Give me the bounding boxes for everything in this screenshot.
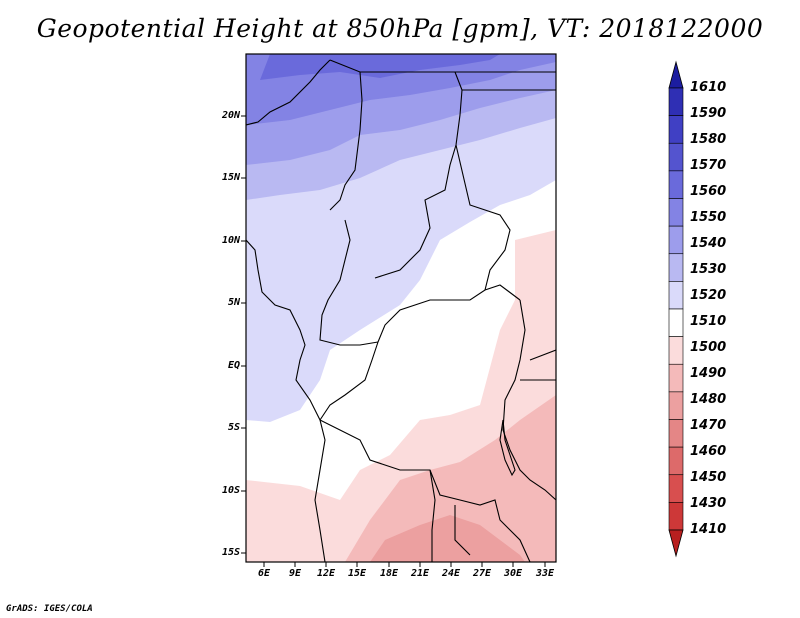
colorbar-swatch xyxy=(668,446,684,476)
colorbar-level-label: 1470 xyxy=(690,418,727,433)
colorbar-level-label: 1540 xyxy=(690,236,727,251)
colorbar-swatch xyxy=(668,363,684,393)
border-car xyxy=(377,284,521,343)
colorbar-swatch xyxy=(668,225,684,255)
lon-label-33e: 33E xyxy=(535,568,555,579)
colorbar-level-label: 1580 xyxy=(690,132,727,147)
lon-label-21e: 21E xyxy=(410,568,430,579)
colorbar-level-label: 1480 xyxy=(690,392,727,407)
colorbar-level-label: 1500 xyxy=(690,340,727,355)
coastline xyxy=(246,59,331,562)
lon-label-9e: 9E xyxy=(288,568,302,579)
grads-credit: GrADS: IGES/COLA xyxy=(6,604,93,614)
border-cameroon xyxy=(319,219,379,346)
colorbar-swatch xyxy=(668,336,684,365)
lon-label-15e: 15E xyxy=(347,568,367,579)
colorbar-swatch xyxy=(668,419,684,448)
lat-label-20n: 20N xyxy=(221,110,240,121)
colorbar-level-label: 1430 xyxy=(690,496,727,511)
lat-label-5s: 5S xyxy=(227,422,240,433)
map-title: Geopotential Height at 850hPa [gpm], VT:… xyxy=(36,14,764,43)
colorbar-swatch xyxy=(668,142,684,172)
height-field xyxy=(246,54,556,562)
colorbar-level-label: 1460 xyxy=(690,444,727,459)
lat-label-10s: 10S xyxy=(221,485,240,496)
border-congo xyxy=(319,341,379,421)
lon-label-27e: 27E xyxy=(472,568,492,579)
border-angola xyxy=(319,419,531,562)
colorbar-arrow-top xyxy=(668,60,684,89)
contour-1480-region xyxy=(370,515,525,562)
colorbar-swatch xyxy=(668,391,684,420)
colorbar-arrow-bottom xyxy=(668,529,684,558)
border-zambia xyxy=(429,469,471,562)
lat-label-15s: 15S xyxy=(221,547,240,558)
colorbar-level-label: 1560 xyxy=(690,184,727,199)
lon-label-30e: 30E xyxy=(503,568,523,579)
lat-label-15n: 15N xyxy=(221,172,240,183)
lake-tanganyika xyxy=(499,419,516,477)
colorbar-level-label: 1410 xyxy=(690,522,727,537)
colorbar-swatch xyxy=(668,281,684,310)
map-frame xyxy=(245,53,557,563)
colorbar-level-label: 1450 xyxy=(690,470,727,485)
border-east xyxy=(520,349,556,381)
colorbar-level-label: 1590 xyxy=(690,106,727,121)
colorbar-level-label: 1490 xyxy=(690,366,727,381)
lon-label-24e: 24E xyxy=(441,568,461,579)
colorbar-level-label: 1530 xyxy=(690,262,727,277)
axis-ticks xyxy=(241,115,546,567)
colorbar-level-label: 1570 xyxy=(690,158,727,173)
colorbar-level-label: 1510 xyxy=(690,314,727,329)
colorbar-swatch xyxy=(668,308,684,337)
lon-label-18e: 18E xyxy=(379,568,399,579)
border-drc-east xyxy=(502,299,556,501)
contour-1560-region xyxy=(260,54,500,80)
contour-1490-region xyxy=(345,395,556,562)
country-borders xyxy=(246,59,556,562)
lat-label-10n: 10N xyxy=(221,235,240,246)
border-nigeria xyxy=(329,71,363,211)
border-sudan xyxy=(455,71,556,291)
colorbar-swatch xyxy=(668,474,684,503)
colorbar-swatch xyxy=(668,502,684,531)
lon-label-12e: 12E xyxy=(316,568,336,579)
colorbar-swatch xyxy=(668,198,684,227)
lon-label-6e: 6E xyxy=(257,568,271,579)
colorbar-level-label: 1550 xyxy=(690,210,727,225)
lat-label-eq: EQ xyxy=(227,360,240,371)
colorbar-swatch xyxy=(668,115,684,144)
colorbar-swatch xyxy=(668,87,684,116)
colorbar-level-label: 1610 xyxy=(690,80,727,95)
colorbar xyxy=(668,60,684,558)
lat-label-5n: 5N xyxy=(227,297,240,308)
colorbar-level-label: 1520 xyxy=(690,288,727,303)
colorbar-swatch xyxy=(668,253,684,282)
colorbar-swatch xyxy=(668,170,684,199)
